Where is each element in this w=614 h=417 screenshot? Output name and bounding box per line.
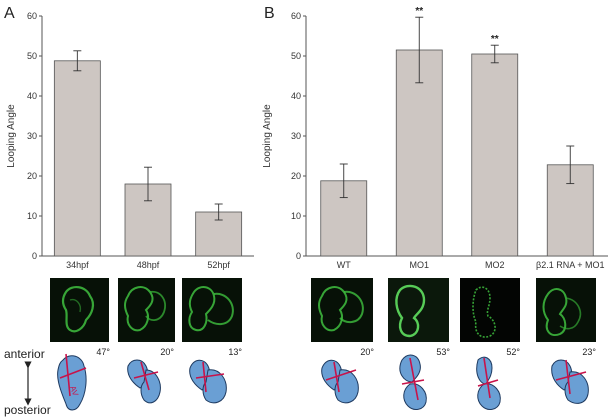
y-tick-label: 40 [291,91,301,101]
y-tick-label: 30 [27,131,37,141]
micrograph-wt: 20° [311,278,374,357]
x-category-label: 48hpf [137,260,160,270]
orientation-legend: anterior posterior [4,347,51,417]
y-tick-label: 10 [27,211,37,221]
angle-label-48hpf: 20° [160,347,174,357]
significance-mark: ** [415,6,423,17]
x-category-label: 52hpf [207,260,230,270]
schematics-a: AV [57,353,227,411]
schematic-mo1 [399,354,427,410]
y-tick-label: 0 [32,251,37,261]
y-tick-label: 30 [291,131,301,141]
significance-mark: ** [491,34,499,45]
x-category-label: β2.1 RNA + MO1 [536,260,604,270]
micrographs-b: 20° 53° 52° 23° [311,278,596,357]
angle-label-wt: 20° [360,347,374,357]
micrograph-48hpf: 20° [118,278,175,357]
av-label: AV [68,385,80,398]
y-tick-label: 60 [27,11,37,21]
bar [471,53,519,257]
y-tick-label: 10 [291,211,301,221]
micrographs-a: 47° 20° 13° [50,278,242,357]
chart-b: 0 10 20 30 40 50 60 Looping Angle WT ** MO1 ** MO2 β2… [262,6,608,270]
y-tick-label: 40 [27,91,37,101]
panel-letter-a: A [4,5,15,22]
y-axis-title: Looping Angle [6,104,17,168]
bar [53,60,101,257]
y-axis-title: Looping Angle [262,104,273,168]
angle-label-mo2: 52° [506,347,520,357]
angle-label-mo1: 53° [436,347,450,357]
x-category-label: MO2 [485,260,505,270]
micrograph-mo2: 52° [460,278,520,357]
micrograph-52hpf: 13° [182,278,242,357]
y-tick-label: 20 [291,171,301,181]
schematics-b [321,354,589,410]
y-tick-label: 60 [291,11,301,21]
schematic-mo2 [476,356,501,410]
chart-a: 0 10 20 30 40 50 60 Looping Angle 34hpf 48hpf 52hp… [6,11,254,270]
schematic-b21-mo1 [551,359,589,404]
y-tick-label: 20 [27,171,37,181]
y-tick-label: 0 [296,251,301,261]
posterior-label: posterior [4,403,51,417]
schematic-48hpf [127,359,161,404]
y-tick-label: 50 [27,51,37,61]
panel-letter-b: B [264,5,275,22]
y-tick-label: 50 [291,51,301,61]
angle-label-b21-mo1: 23° [582,347,596,357]
micrograph-mo1: 53° [388,278,450,357]
x-category-label: WT [337,260,351,270]
x-category-label: 34hpf [66,260,89,270]
micrograph-34hpf: 47° [50,278,110,357]
angle-label-52hpf: 13° [228,347,242,357]
schematic-52hpf [189,359,227,404]
micrograph-b21-mo1: 23° [536,278,596,357]
anterior-label: anterior [4,347,45,361]
schematic-wt [321,359,359,404]
x-category-label: MO1 [409,260,429,270]
schematic-34hpf: AV [57,353,87,411]
angle-label-34hpf: 47° [96,347,110,357]
